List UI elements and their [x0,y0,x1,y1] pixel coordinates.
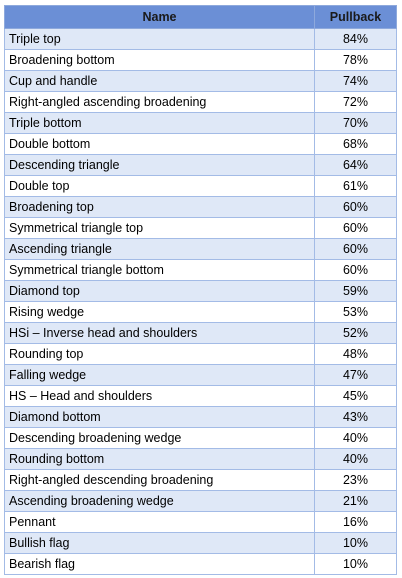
pattern-name-cell: Symmetrical triangle bottom [4,259,315,281]
table-row: Falling wedge 47% [4,364,397,386]
table-body: Triple top 84% Broadening bottom 78% Cup a… [4,28,397,575]
pattern-name-cell: Rounding bottom [4,448,315,470]
table-row: Triple top 84% [4,28,397,50]
table-header-row: Name Pullback [4,5,397,29]
pullback-cell: 52% [314,322,397,344]
table-row: Rising wedge 53% [4,301,397,323]
pattern-name-cell: Diamond top [4,280,315,302]
table-row: Broadening top 60% [4,196,397,218]
pullback-cell: 70% [314,112,397,134]
pullback-cell: 43% [314,406,397,428]
pullback-cell: 84% [314,28,397,50]
pattern-name-cell: Symmetrical triangle top [4,217,315,239]
pullback-cell: 78% [314,49,397,71]
pattern-name-cell: Bullish flag [4,532,315,554]
pullback-cell: 40% [314,448,397,470]
pattern-name-cell: Falling wedge [4,364,315,386]
table-row: Symmetrical triangle top 60% [4,217,397,239]
pattern-name-cell: Diamond bottom [4,406,315,428]
table-row: Right-angled ascending broadening 72% [4,91,397,113]
pattern-name-cell: Triple bottom [4,112,315,134]
table-row: Double bottom 68% [4,133,397,155]
table-row: Cup and handle 74% [4,70,397,92]
table-row: Descending broadening wedge 40% [4,427,397,449]
table-row: Ascending triangle 60% [4,238,397,260]
table-row: Ascending broadening wedge 21% [4,490,397,512]
pullback-cell: 53% [314,301,397,323]
table-row: Rounding top 48% [4,343,397,365]
pullback-cell: 23% [314,469,397,491]
table-row: Bearish flag 10% [4,553,397,575]
pattern-table-container: Name Pullback Triple top 84% Broadening b… [4,5,397,575]
pattern-name-cell: Bearish flag [4,553,315,575]
pattern-name-cell: Double top [4,175,315,197]
pullback-cell: 72% [314,91,397,113]
pullback-cell: 60% [314,259,397,281]
pullback-cell: 40% [314,427,397,449]
pattern-name-cell: HS – Head and shoulders [4,385,315,407]
pullback-cell: 59% [314,280,397,302]
pattern-name-cell: Ascending broadening wedge [4,490,315,512]
pattern-pullback-table: Name Pullback Triple top 84% Broadening b… [4,5,397,575]
table-row: Bullish flag 10% [4,532,397,554]
table-row: Pennant 16% [4,511,397,533]
pattern-name-cell: Double bottom [4,133,315,155]
column-header-pullback[interactable]: Pullback [314,5,397,29]
column-header-name[interactable]: Name [4,5,315,29]
pullback-cell: 10% [314,553,397,575]
pullback-cell: 16% [314,511,397,533]
table-row: HSi – Inverse head and shoulders 52% [4,322,397,344]
pattern-name-cell: Triple top [4,28,315,50]
pullback-cell: 60% [314,217,397,239]
pullback-cell: 68% [314,133,397,155]
pullback-cell: 61% [314,175,397,197]
table-row: Triple bottom 70% [4,112,397,134]
pullback-cell: 45% [314,385,397,407]
pullback-cell: 60% [314,196,397,218]
pattern-name-cell: Rounding top [4,343,315,365]
pattern-name-cell: Pennant [4,511,315,533]
pullback-cell: 10% [314,532,397,554]
pullback-cell: 47% [314,364,397,386]
pattern-name-cell: Broadening bottom [4,49,315,71]
pattern-name-cell: Right-angled descending broadening [4,469,315,491]
pullback-cell: 21% [314,490,397,512]
pattern-name-cell: Descending triangle [4,154,315,176]
pullback-cell: 74% [314,70,397,92]
pattern-name-cell: Right-angled ascending broadening [4,91,315,113]
table-row: Symmetrical triangle bottom 60% [4,259,397,281]
pattern-name-cell: Descending broadening wedge [4,427,315,449]
table-row: Diamond top 59% [4,280,397,302]
pattern-name-cell: HSi – Inverse head and shoulders [4,322,315,344]
table-row: Rounding bottom 40% [4,448,397,470]
table-row: Broadening bottom 78% [4,49,397,71]
table-row: Right-angled descending broadening 23% [4,469,397,491]
table-row: Diamond bottom 43% [4,406,397,428]
pattern-name-cell: Rising wedge [4,301,315,323]
pullback-cell: 64% [314,154,397,176]
pattern-name-cell: Ascending triangle [4,238,315,260]
pullback-cell: 60% [314,238,397,260]
pattern-name-cell: Broadening top [4,196,315,218]
table-row: Double top 61% [4,175,397,197]
table-row: HS – Head and shoulders 45% [4,385,397,407]
table-row: Descending triangle 64% [4,154,397,176]
pullback-cell: 48% [314,343,397,365]
pattern-name-cell: Cup and handle [4,70,315,92]
